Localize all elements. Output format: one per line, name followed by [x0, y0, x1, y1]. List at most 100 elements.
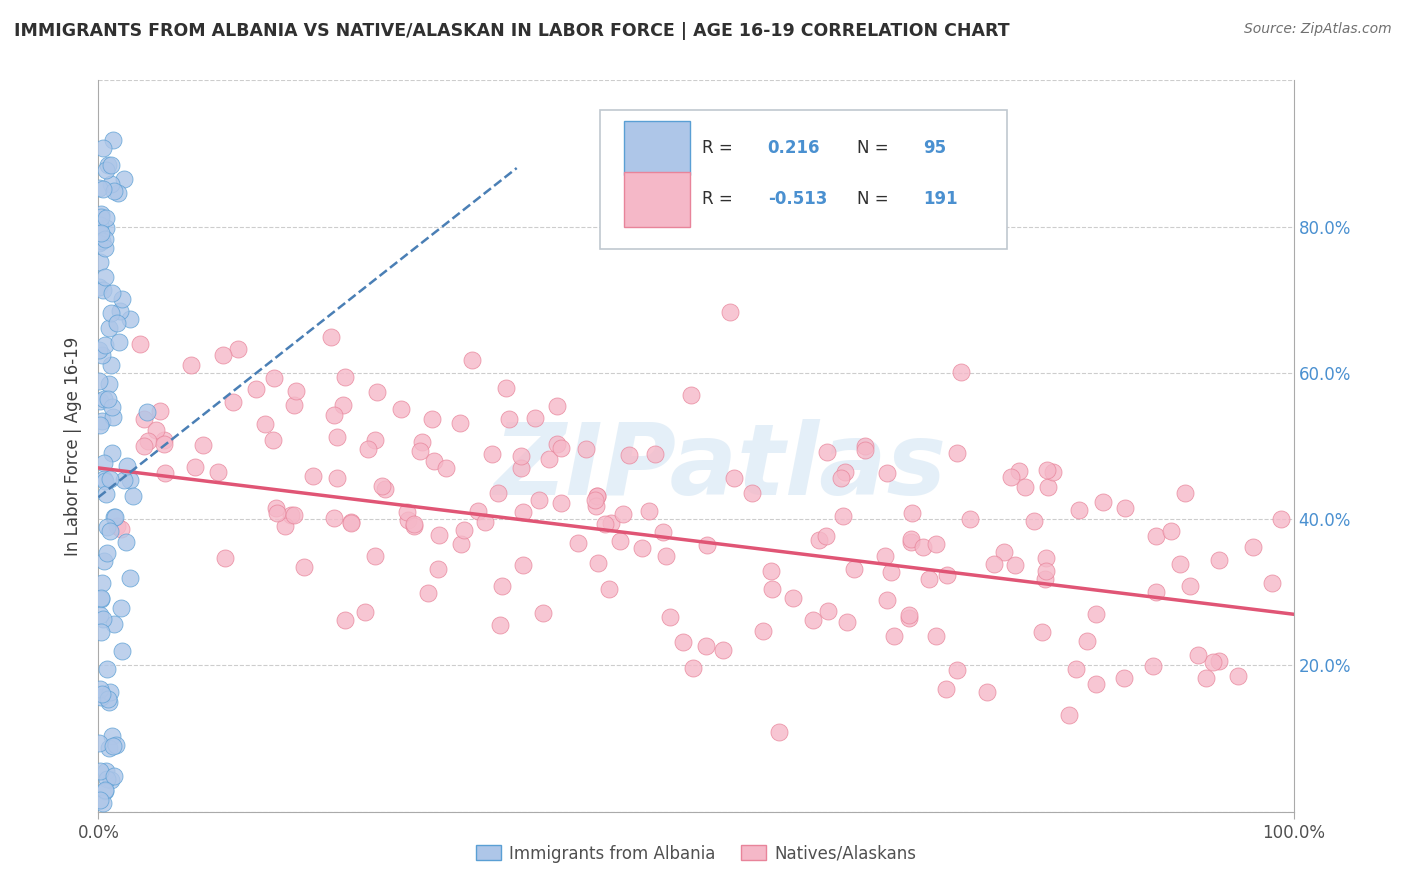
- Point: [808, 533, 831, 548]
- Point: [266, 506, 288, 520]
- Point: [107, 186, 129, 200]
- Point: [450, 537, 472, 551]
- Point: [222, 395, 245, 409]
- Point: [917, 572, 939, 586]
- Text: N =: N =: [858, 139, 894, 157]
- Point: [510, 461, 533, 475]
- Point: [395, 505, 418, 519]
- Point: [354, 605, 377, 619]
- Point: [467, 504, 489, 518]
- Point: [481, 447, 503, 461]
- Point: [512, 558, 534, 572]
- Text: -0.513: -0.513: [768, 190, 827, 208]
- Point: [1076, 634, 1098, 648]
- Point: [152, 433, 174, 447]
- Point: [89, 418, 111, 433]
- Point: [110, 522, 132, 536]
- Point: [1004, 558, 1026, 572]
- FancyBboxPatch shape: [624, 171, 690, 227]
- FancyBboxPatch shape: [600, 110, 1007, 249]
- Point: [1033, 572, 1056, 586]
- Point: [409, 444, 432, 458]
- Point: [817, 605, 839, 619]
- Point: [93, 472, 115, 486]
- Point: [1035, 550, 1057, 565]
- Text: 191: 191: [922, 190, 957, 208]
- Point: [489, 618, 512, 632]
- Point: [98, 472, 121, 486]
- Point: [96, 764, 118, 778]
- Point: [609, 533, 631, 548]
- Point: [575, 442, 598, 457]
- Point: [900, 506, 922, 520]
- Point: [97, 695, 120, 709]
- Point: [132, 412, 155, 426]
- Point: [96, 520, 118, 534]
- Point: [104, 509, 127, 524]
- Point: [103, 133, 125, 147]
- Point: [91, 347, 114, 361]
- Point: [101, 739, 124, 753]
- Point: [98, 741, 121, 756]
- Point: [103, 410, 125, 425]
- Point: [90, 207, 112, 221]
- Point: [115, 535, 138, 549]
- Point: [93, 554, 115, 568]
- Point: [100, 446, 122, 460]
- Point: [89, 374, 111, 388]
- Point: [550, 496, 572, 510]
- Point: [546, 399, 568, 413]
- Point: [111, 293, 134, 307]
- Point: [883, 628, 905, 642]
- Point: [94, 211, 117, 226]
- Point: [1064, 662, 1087, 676]
- Point: [335, 370, 357, 384]
- Point: [682, 661, 704, 675]
- Point: [529, 492, 551, 507]
- Point: [100, 358, 122, 372]
- Point: [537, 452, 560, 467]
- Point: [115, 459, 138, 474]
- Point: [1031, 624, 1053, 639]
- Point: [761, 582, 783, 596]
- Point: [122, 489, 145, 503]
- Point: [1085, 607, 1108, 621]
- Point: [612, 507, 634, 521]
- Point: [935, 681, 957, 696]
- Point: [285, 384, 308, 398]
- Point: [283, 508, 305, 522]
- Point: [94, 337, 117, 351]
- Point: [263, 371, 285, 385]
- Text: R =: R =: [702, 190, 738, 208]
- Point: [132, 439, 155, 453]
- Point: [110, 644, 132, 658]
- Point: [94, 241, 117, 255]
- Point: [89, 682, 111, 697]
- Point: [91, 612, 114, 626]
- Point: [90, 625, 112, 640]
- Point: [782, 591, 804, 606]
- Point: [585, 499, 607, 513]
- Point: [90, 227, 112, 241]
- Point: [89, 764, 111, 779]
- Point: [101, 400, 124, 414]
- Point: [396, 513, 419, 527]
- Point: [524, 411, 547, 425]
- Point: [89, 280, 111, 294]
- Point: [323, 511, 346, 525]
- Point: [103, 510, 125, 524]
- Point: [89, 219, 111, 233]
- Point: [983, 557, 1005, 571]
- FancyBboxPatch shape: [624, 120, 690, 176]
- Point: [100, 773, 122, 788]
- Point: [853, 443, 876, 458]
- Point: [585, 489, 607, 503]
- Point: [87, 343, 110, 358]
- Point: [302, 469, 325, 483]
- Point: [510, 450, 533, 464]
- Point: [659, 610, 682, 624]
- Point: [374, 482, 396, 496]
- Point: [103, 616, 125, 631]
- Point: [96, 546, 118, 560]
- Point: [453, 524, 475, 538]
